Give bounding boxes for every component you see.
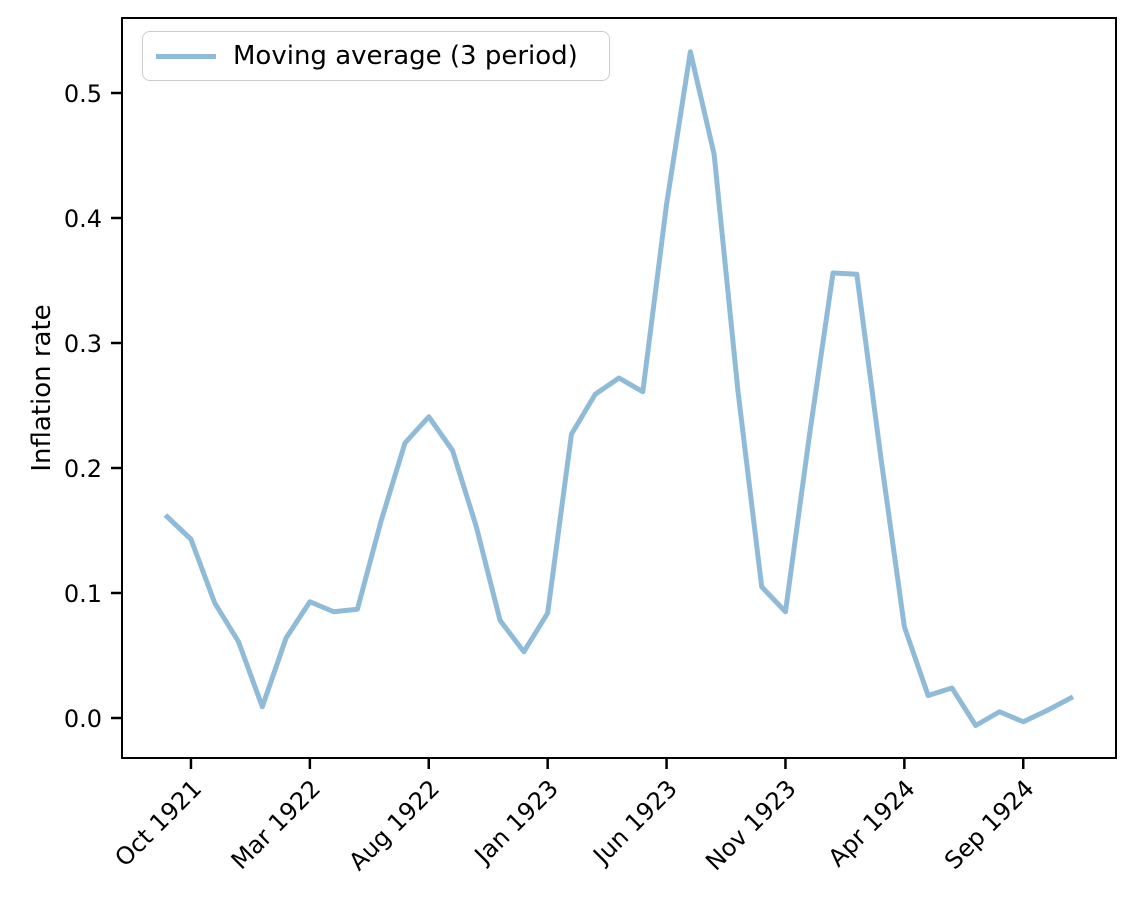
legend-label: Moving average (3 period) — [233, 41, 578, 71]
y-axis-tick-label: 0.4 — [64, 205, 102, 233]
x-axis-tick-label: Aug 1922 — [343, 774, 445, 876]
y-axis-label: Inflation rate — [27, 304, 57, 472]
x-axis-tick-label: Jan 1923 — [468, 774, 564, 870]
legend-line-sample-icon — [156, 53, 216, 59]
x-axis-tick-label: Sep 1924 — [939, 774, 1039, 874]
x-axis-tick-label: Oct 1921 — [109, 774, 207, 872]
plot-border — [121, 17, 1117, 759]
x-axis-tick-label: Nov 1923 — [700, 774, 802, 876]
y-axis-tick-label: 0.2 — [64, 455, 102, 483]
series-line — [163, 49, 1075, 728]
x-axis-tick-label: Apr 1924 — [823, 774, 921, 872]
x-axis-tick-label: Jun 1923 — [586, 774, 682, 870]
y-axis-tick-label: 0.5 — [64, 80, 102, 108]
y-axis-tick-label: 0.0 — [64, 705, 102, 733]
x-axis-tick-label: Mar 1922 — [226, 774, 326, 874]
legend: Moving average (3 period) — [142, 31, 610, 81]
y-axis-tick-label: 0.1 — [64, 580, 102, 608]
y-axis-tick-label: 0.3 — [64, 330, 102, 358]
